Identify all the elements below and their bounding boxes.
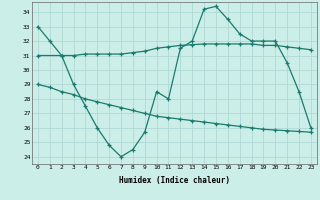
X-axis label: Humidex (Indice chaleur): Humidex (Indice chaleur) xyxy=(119,176,230,185)
